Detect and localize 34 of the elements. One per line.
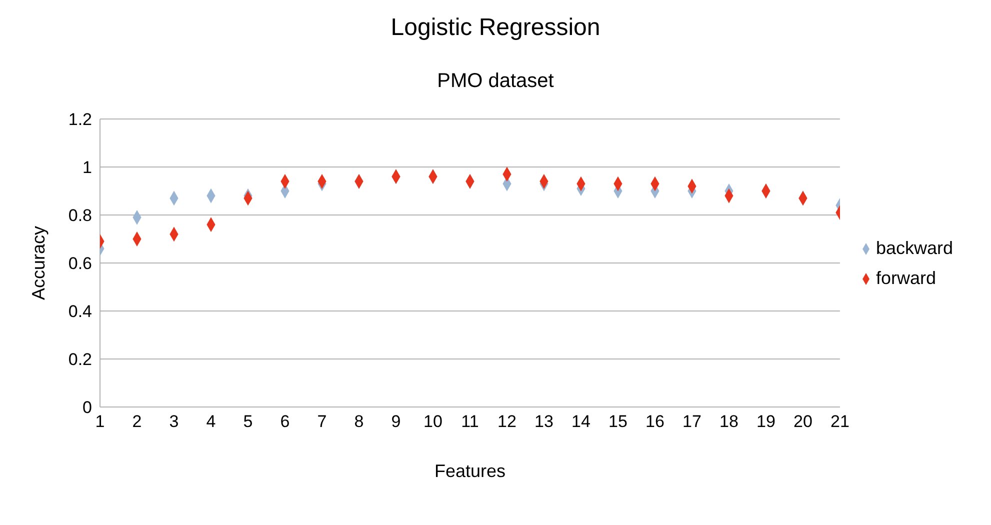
x-tick-label: 6 [280, 412, 290, 432]
y-axis-title: Accuracy [28, 226, 48, 300]
x-tick-label: 2 [132, 412, 142, 432]
x-tick-label: 5 [243, 412, 253, 432]
x-tick-label: 15 [608, 412, 628, 432]
legend-label: forward [876, 268, 936, 288]
x-tick-label: 20 [793, 412, 812, 432]
x-tick-label: 9 [391, 412, 401, 432]
x-tick-label: 16 [646, 412, 664, 432]
x-axis-title: Features [434, 461, 506, 481]
y-tick-label: 0.8 [68, 206, 92, 226]
x-tick-label: 11 [461, 412, 479, 432]
x-tick-label: 12 [498, 412, 516, 432]
legend-label: backward [876, 238, 953, 258]
x-tick-label: 3 [169, 412, 179, 432]
x-tick-label: 7 [317, 412, 327, 432]
x-tick-label: 13 [534, 412, 554, 432]
x-tick-label: 21 [830, 412, 850, 432]
x-tick-label: 19 [756, 412, 776, 432]
chart-subtitle: PMO dataset [436, 70, 555, 93]
chart-title: Logistic Regression [390, 14, 602, 42]
y-tick-label: 1 [82, 158, 92, 178]
x-tick-label: 14 [572, 412, 590, 432]
x-tick-label: 4 [206, 412, 216, 432]
y-tick-label: 0.4 [68, 302, 92, 322]
y-tick-label: 1.2 [68, 110, 92, 130]
x-tick-label: 8 [354, 412, 364, 432]
x-tick-label: 1 [95, 412, 105, 432]
y-tick-label: 0 [82, 398, 92, 418]
x-tick-label: 10 [424, 412, 442, 432]
x-tick-label: 17 [682, 412, 702, 432]
y-tick-label: 0.2 [68, 350, 92, 370]
y-tick-label: 0.6 [68, 254, 92, 274]
x-tick-label: 18 [720, 412, 738, 432]
